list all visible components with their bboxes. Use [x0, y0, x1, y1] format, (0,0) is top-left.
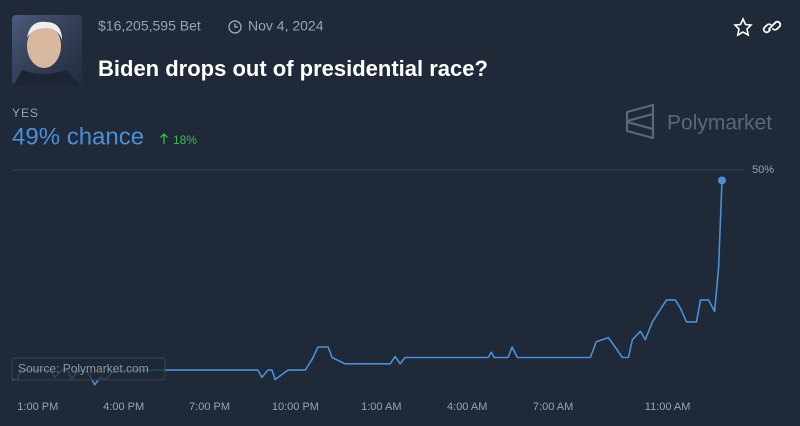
x-tick-label: 4:00 PM — [103, 401, 144, 413]
x-tick-label: 1:00 AM — [361, 401, 401, 413]
x-tick-label: 11:00 AM — [645, 401, 691, 413]
source-badge — [11, 357, 166, 381]
brand-logo — [625, 103, 655, 140]
plot: 50% 1:00 PM 4:00 PM 7:00 PM 10:00 PM 1:00 AM 4… — [11, 164, 774, 413]
x-tick-label: 7:00 AM — [533, 401, 573, 413]
link-button[interactable] — [762, 20, 782, 34]
x-tick-label: 1:00 PM — [17, 401, 58, 413]
avatar — [12, 15, 82, 85]
chance: 49% chance — [12, 123, 144, 150]
star-button[interactable] — [733, 17, 753, 37]
end-date: Nov 4, 2024 — [248, 18, 324, 34]
source: Source: Polymarket.com — [18, 362, 149, 376]
last-point — [718, 176, 726, 185]
up-arrow — [160, 133, 168, 144]
market-title: Biden drops out of presidential race? — [98, 56, 488, 81]
brand: Polymarket — [667, 112, 772, 135]
clock-icon — [228, 20, 242, 34]
x-tick-label: 4:00 AM — [447, 401, 487, 413]
outcome: YES — [12, 106, 39, 120]
x-tick-label: 7:00 PM — [189, 401, 230, 413]
price-line — [12, 180, 723, 386]
volume: $16,205,595 Bet — [98, 18, 201, 34]
x-tick-label: 10:00 PM — [272, 401, 319, 413]
change: 18% — [173, 133, 197, 147]
y-tick-label: 50% — [752, 164, 774, 176]
